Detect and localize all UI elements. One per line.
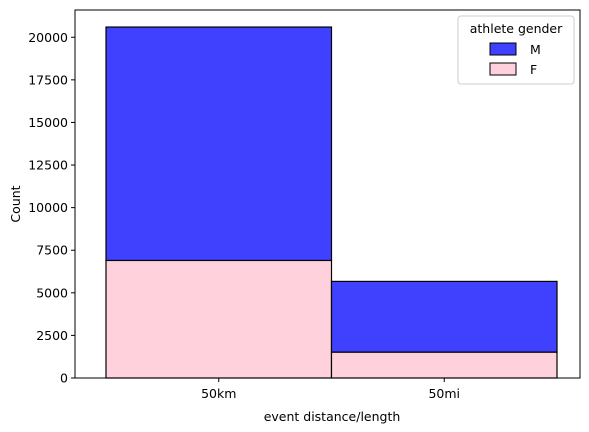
legend-label-F: F bbox=[530, 62, 537, 77]
axes-group: 0 2500 5000 7500 10000 12500 15000 17500 20000 50… bbox=[28, 9, 581, 401]
legend: athlete gender MF bbox=[457, 15, 575, 85]
x-tick-label: 50mi bbox=[428, 386, 460, 401]
y-tick-label: 0 bbox=[60, 371, 68, 386]
x-tick-label: 50km bbox=[201, 386, 236, 401]
y-tick-label: 5000 bbox=[36, 285, 68, 300]
y-tick-label: 7500 bbox=[36, 243, 68, 258]
bar-F-50mi bbox=[330, 351, 558, 379]
y-tick-label: 10000 bbox=[28, 200, 68, 215]
legend-title: athlete gender bbox=[470, 21, 563, 36]
y-tick-label: 17500 bbox=[28, 72, 68, 87]
bar-M-50mi bbox=[330, 280, 558, 353]
y-tick-label: 15000 bbox=[28, 115, 68, 130]
legend-swatch-F bbox=[489, 62, 517, 76]
y-tick-label: 2500 bbox=[36, 328, 68, 343]
bar-M-50km bbox=[105, 26, 333, 262]
legend-label-M: M bbox=[530, 42, 541, 57]
legend-swatch-M bbox=[489, 42, 517, 56]
x-axis-label: event distance/length bbox=[264, 409, 401, 424]
y-tick-label: 20000 bbox=[28, 30, 68, 45]
y-axis-label: Count bbox=[8, 185, 23, 222]
plot-frame bbox=[74, 9, 581, 379]
bars-group bbox=[105, 26, 558, 379]
bar-F-50km bbox=[105, 259, 333, 379]
y-tick-label: 12500 bbox=[28, 158, 68, 173]
